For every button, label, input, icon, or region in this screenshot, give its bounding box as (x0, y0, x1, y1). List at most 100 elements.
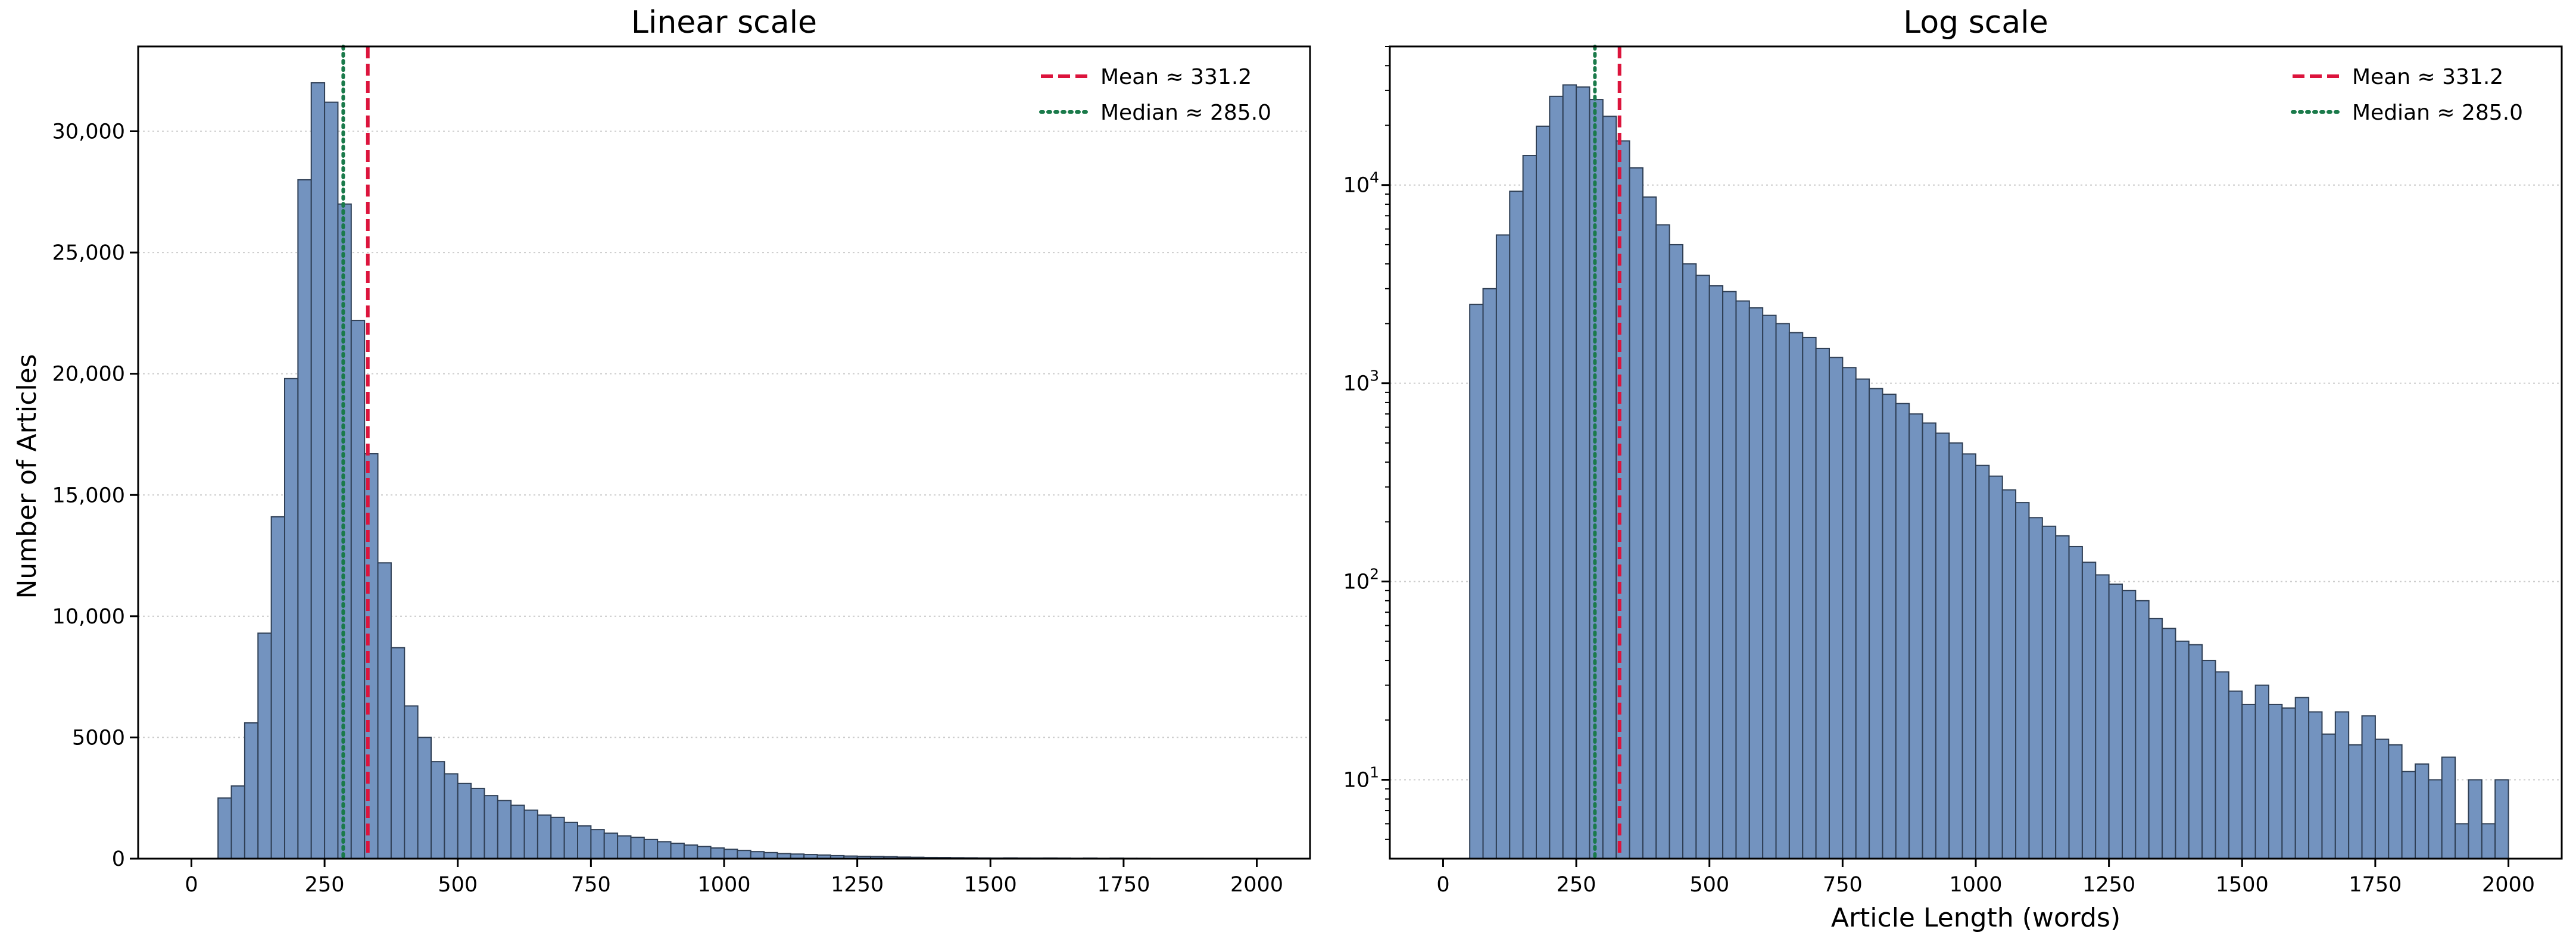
linear-legend: Mean ≈ 331.2 Median ≈ 285.0 (1039, 65, 1271, 125)
log-histogram-bar (2361, 715, 2376, 860)
linear-histogram-bar (230, 785, 245, 859)
log-histogram-bar (1695, 275, 1710, 860)
linear-x-tick-label: 1750 (1097, 873, 1150, 897)
log-x-tick-label: 750 (1823, 873, 1863, 897)
linear-histogram-bar (657, 841, 672, 860)
linear-x-tick-label: 2000 (1230, 873, 1283, 897)
linear-histogram-bar (630, 837, 645, 860)
log-y-ticks: 101 102 103 104 (1343, 169, 1390, 793)
log-histogram-bar (1975, 464, 1990, 859)
log-histogram-bar (1509, 191, 1524, 859)
log-histogram-bar (2455, 823, 2469, 860)
log-histogram-bar (1895, 403, 1910, 859)
linear-histogram-bar (497, 800, 512, 860)
linear-histogram-bar (723, 849, 738, 860)
log-histogram-bar (1482, 288, 1497, 859)
linear-histogram-bar (710, 847, 725, 859)
linear-histogram-bar (310, 82, 326, 860)
log-histogram-bar (2215, 671, 2229, 860)
linear-y-ticks: 0 5000 10,000 15,000 20,000 25,000 30,000 (52, 120, 138, 871)
log-histogram-bar (1762, 314, 1777, 859)
linear-x-tick-label: 1500 (964, 873, 1017, 897)
log-histogram-bar (1576, 86, 1590, 860)
log-histogram-bar (2334, 711, 2350, 859)
log-x-ticks: 0 250 500 750 1000 1250 1500 1750 2000 (1436, 859, 2535, 897)
log-histogram-bar (1869, 388, 1883, 859)
log-histogram-bar (1882, 394, 1897, 859)
log-histogram-bar (2441, 756, 2456, 859)
log-histogram-bar (1775, 323, 1790, 859)
log-histogram-bar (2055, 535, 2070, 859)
log-histogram-bar (2428, 779, 2443, 860)
linear-histogram-bar (377, 562, 392, 859)
linear-x-tick-label: 750 (571, 873, 611, 897)
log-x-tick-label: 1250 (2082, 873, 2135, 897)
log-y-tick-label: 104 (1343, 169, 1379, 198)
linear-y-tick-label: 15,000 (52, 484, 125, 507)
linear-legend-label-mean: Mean ≈ 331.2 (1100, 65, 1252, 89)
linear-histogram-bar (484, 795, 498, 860)
linear-histogram-bar (457, 782, 472, 859)
log-histogram-bar (2241, 703, 2256, 859)
linear-y-tick-label: 5000 (72, 726, 125, 750)
log-histogram-bar (1735, 300, 1750, 859)
linear-histogram-bar (577, 825, 592, 859)
log-histogram-bar (2148, 617, 2163, 860)
linear-scale-panel: Linear scale Number of Articles 0 250 500 7… (12, 5, 1311, 897)
log-histogram-bar (2228, 690, 2243, 860)
log-scale-panel: Log scale Article Length (words) 0 250 500… (1343, 5, 2563, 933)
linear-histogram-bar (537, 814, 552, 859)
linear-histogram-bar (510, 804, 525, 859)
log-histogram-bar (1748, 307, 1764, 859)
linear-x-tick-label: 250 (305, 873, 345, 897)
linear-histogram-bar (404, 705, 419, 859)
log-histogram-bar (1562, 84, 1577, 859)
log-histogram-bar (1522, 155, 1538, 860)
log-histogram-bar (1655, 224, 1670, 859)
log-histogram-bar (2388, 744, 2403, 860)
linear-y-tick-label: 30,000 (52, 120, 125, 144)
linear-x-ticks: 0 250 500 750 1000 1250 1500 1750 2000 (185, 859, 1283, 897)
log-histogram-bar (1536, 125, 1551, 859)
log-histogram-bar (2254, 684, 2270, 859)
log-x-tick-label: 1500 (2216, 873, 2269, 897)
linear-histogram-bar (470, 787, 485, 859)
log-x-tick-label: 1750 (2349, 873, 2402, 897)
log-histogram-bar (1495, 234, 1511, 859)
log-x-axis-label: Article Length (words) (1831, 903, 2120, 933)
log-histogram-bar (2401, 771, 2416, 860)
linear-histogram-bar (697, 846, 712, 860)
log-histogram-bar (2308, 711, 2323, 859)
log-y-tick-label: 102 (1343, 566, 1379, 594)
log-histogram-bar (2015, 502, 2030, 859)
log-histogram-bar (1629, 167, 1643, 860)
log-histogram-bar (2095, 574, 2110, 859)
log-histogram-bar (1682, 263, 1697, 859)
linear-histogram-bar (444, 773, 459, 860)
linear-x-tick-label: 0 (185, 873, 198, 897)
linear-histogram-bar (737, 850, 751, 859)
linear-histogram-bar (217, 797, 232, 860)
linear-histogram-bar (350, 320, 366, 859)
log-histogram-bar (1669, 244, 1684, 859)
linear-histogram-bar (244, 722, 259, 859)
log-histogram-bar (1788, 332, 1804, 859)
log-histogram-bar (2001, 489, 2017, 859)
log-histogram-bar (1948, 442, 1963, 859)
linear-histogram-bar (431, 761, 445, 859)
log-histogram-bar (1855, 378, 1870, 859)
log-histogram-bar (1961, 453, 1977, 859)
linear-histogram-bar (390, 647, 406, 860)
log-histogram-bar (2494, 779, 2509, 860)
log-histogram-bar (1842, 367, 1857, 859)
log-legend-label-median: Median ≈ 285.0 (2352, 101, 2523, 125)
log-histogram-bar (2348, 744, 2363, 860)
log-histogram-bar (2415, 763, 2430, 859)
linear-x-tick-label: 1000 (697, 873, 750, 897)
linear-histogram-bar (523, 809, 538, 859)
log-histogram-bar (2481, 823, 2496, 860)
log-histogram-bar (2081, 562, 2097, 859)
log-histogram-bar (1935, 432, 1950, 859)
log-histogram-bar (2294, 697, 2310, 859)
